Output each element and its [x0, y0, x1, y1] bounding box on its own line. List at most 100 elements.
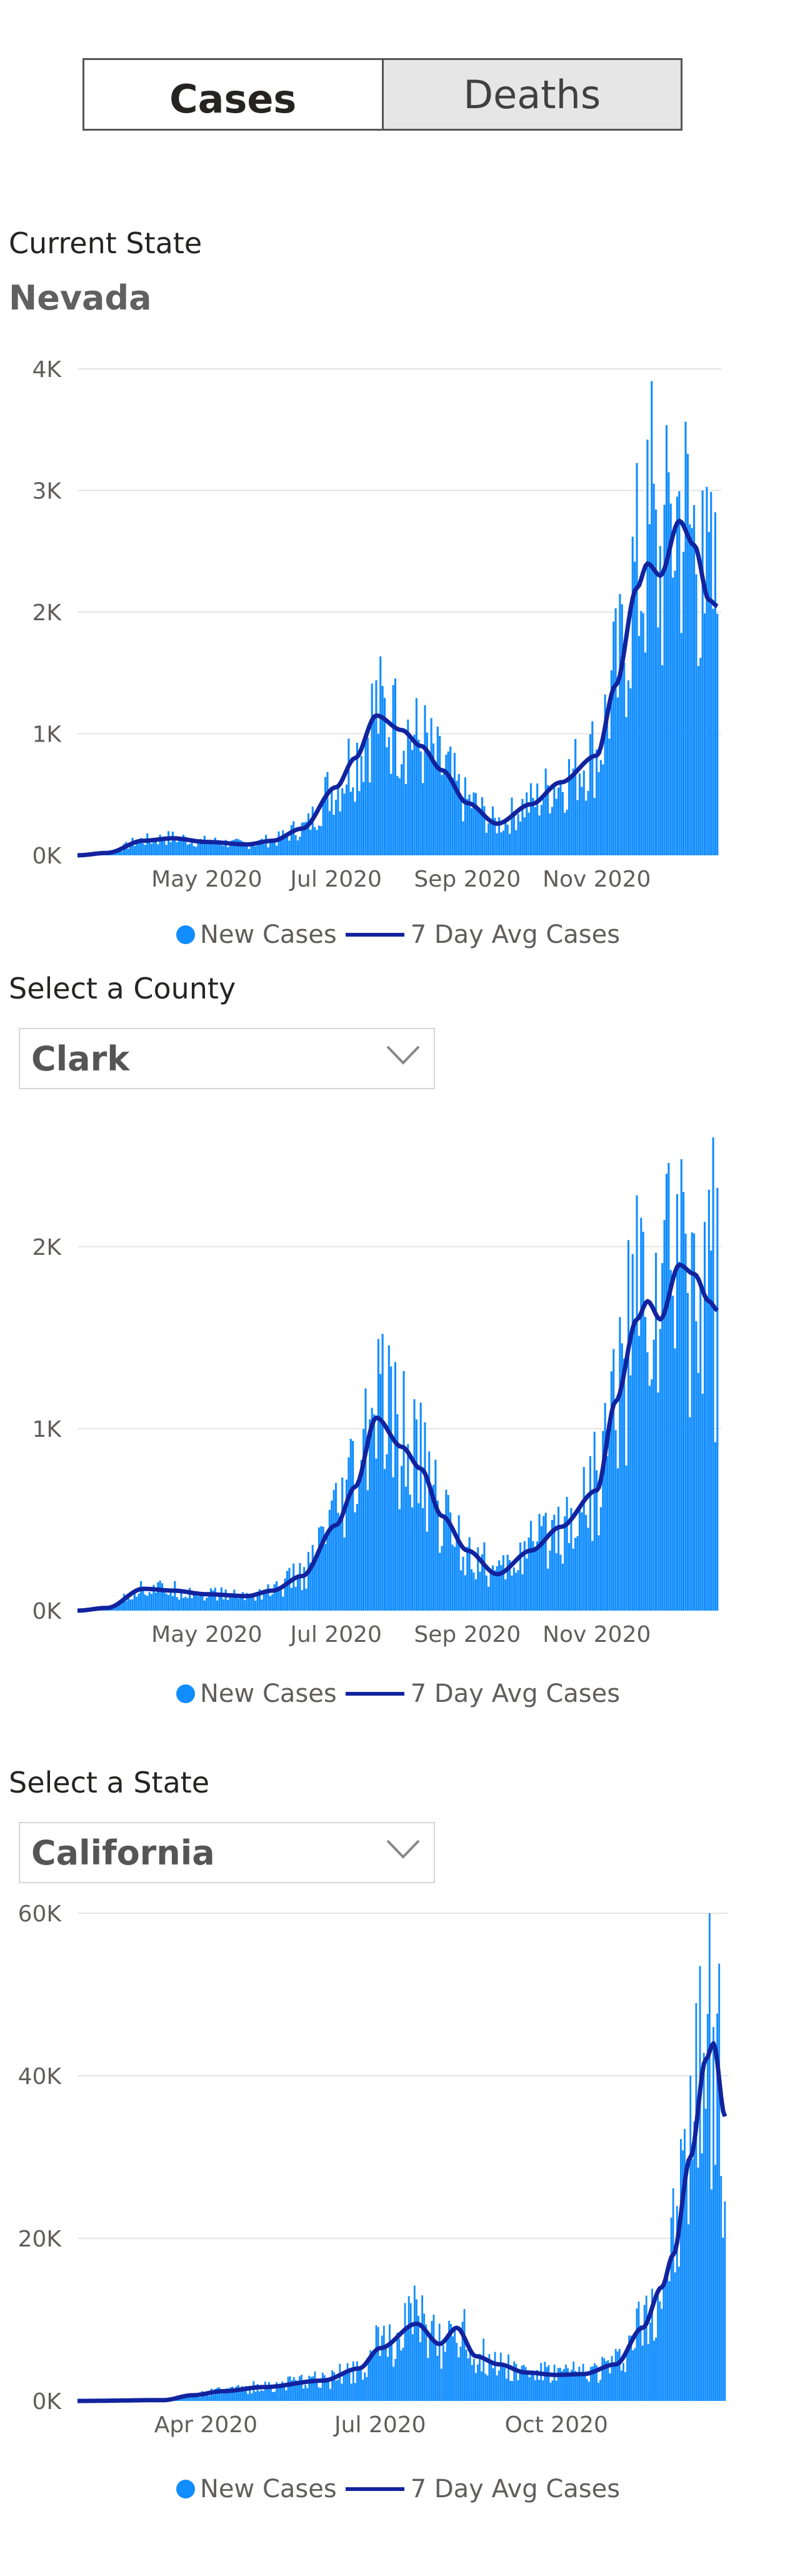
daily-case-bar [364, 2372, 366, 2401]
daily-case-bar [682, 1192, 685, 1611]
daily-case-bar [301, 1590, 303, 1611]
daily-case-bar [432, 2315, 435, 2401]
daily-case-bar [540, 805, 542, 855]
daily-case-bar [623, 1359, 626, 1611]
daily-case-bar [373, 1414, 376, 1611]
daily-case-bar [204, 2393, 207, 2401]
legend-line-icon [345, 1692, 404, 1696]
daily-case-bar [148, 840, 151, 855]
daily-case-bar [665, 425, 668, 855]
daily-case-bar [316, 830, 318, 855]
daily-case-bar [576, 2373, 579, 2401]
daily-case-bar [509, 833, 511, 855]
daily-case-bar [608, 1421, 611, 1611]
daily-case-bar [515, 1572, 518, 1611]
select-state-label: Select a State [9, 1766, 210, 1799]
daily-case-bar [192, 846, 195, 855]
daily-case-bar [383, 698, 386, 855]
daily-case-bar [292, 2377, 295, 2401]
daily-case-bar [131, 1599, 134, 1611]
daily-case-bar [212, 842, 214, 855]
daily-case-bar [441, 1546, 443, 1611]
daily-case-bar [427, 2358, 429, 2401]
daily-case-bar [148, 1592, 151, 1611]
daily-case-bar [371, 683, 373, 855]
daily-case-bar [224, 1589, 227, 1611]
daily-case-bar [438, 2323, 441, 2401]
daily-case-bar [396, 775, 399, 855]
daily-case-bar [486, 2375, 489, 2401]
daily-case-bar [423, 2313, 426, 2401]
daily-case-bar [549, 2382, 552, 2401]
daily-case-bar [697, 666, 699, 855]
daily-case-bar [165, 845, 168, 855]
daily-case-bar [292, 821, 295, 855]
daily-case-bar [341, 788, 344, 855]
daily-case-bar [496, 1566, 498, 1611]
daily-case-bar [201, 1592, 204, 1611]
daily-case-bar [716, 1187, 719, 1611]
county-dropdown-value: Clark [31, 1039, 130, 1079]
daily-case-bar [631, 1254, 634, 1611]
daily-case-bar [500, 832, 502, 855]
daily-case-bar [320, 1526, 322, 1611]
daily-case-bar [644, 1317, 647, 1611]
daily-case-bar [708, 1913, 711, 2401]
tab-deaths[interactable]: Deaths [383, 58, 682, 131]
daily-case-bar [121, 851, 123, 855]
daily-case-bar [699, 1280, 702, 1611]
daily-case-bar [563, 2368, 565, 2401]
daily-case-bar [362, 2380, 364, 2401]
daily-case-bar [305, 822, 308, 855]
daily-case-bar [720, 2176, 722, 2401]
daily-case-bar [676, 496, 679, 855]
daily-case-bar [246, 843, 248, 855]
daily-case-bar [506, 2378, 508, 2401]
legend-line-label: 7 Day Avg Cases [410, 2475, 621, 2503]
daily-case-bar [580, 2376, 582, 2401]
daily-case-bar [247, 2393, 249, 2401]
daily-case-bar [174, 1581, 176, 1611]
current-state-name: Nevada [9, 278, 152, 318]
daily-case-bar [596, 1470, 598, 1611]
daily-case-bar [290, 825, 292, 855]
daily-case-bar [714, 2165, 716, 2401]
daily-case-bar [358, 791, 361, 855]
daily-case-bar [708, 531, 710, 855]
tab-cases[interactable]: Cases [82, 58, 384, 131]
daily-case-bar [699, 1966, 701, 2401]
daily-case-bar [614, 2348, 617, 2401]
daily-case-bar [248, 848, 251, 855]
daily-case-bar [616, 2351, 619, 2401]
daily-case-bar [394, 1362, 397, 1611]
daily-case-bar [346, 2363, 349, 2401]
daily-case-bar [279, 1590, 282, 1611]
daily-case-bar [171, 832, 174, 855]
daily-case-bar [458, 773, 460, 855]
daily-case-bar [716, 613, 719, 855]
daily-case-bar [324, 1544, 327, 1611]
daily-case-bar [229, 1594, 231, 1611]
daily-case-bar [256, 2384, 259, 2401]
current-state-label: Current State [9, 226, 202, 260]
daily-case-bar [643, 2305, 646, 2401]
daily-case-bar [304, 2385, 307, 2401]
daily-case-bar [381, 686, 384, 855]
daily-case-bar [558, 1506, 560, 1611]
daily-case-bar [585, 1514, 588, 1611]
daily-case-bar [561, 2371, 563, 2401]
daily-case-bar [368, 2358, 370, 2401]
daily-case-bar [362, 1429, 365, 1611]
legend-dot-icon [176, 2480, 195, 2498]
daily-case-bar [494, 2352, 496, 2401]
daily-case-bar [208, 1592, 210, 1611]
daily-case-bar [209, 1588, 212, 1611]
daily-case-bar [619, 1317, 621, 1611]
daily-case-bar [601, 2357, 604, 2401]
county-dropdown[interactable]: Clark [19, 1028, 435, 1089]
state-dropdown[interactable]: California [19, 1822, 435, 1883]
daily-case-bar [553, 784, 556, 855]
daily-case-bar [250, 1596, 252, 1611]
daily-case-bar [392, 1477, 394, 1611]
daily-case-bar [632, 2350, 634, 2401]
